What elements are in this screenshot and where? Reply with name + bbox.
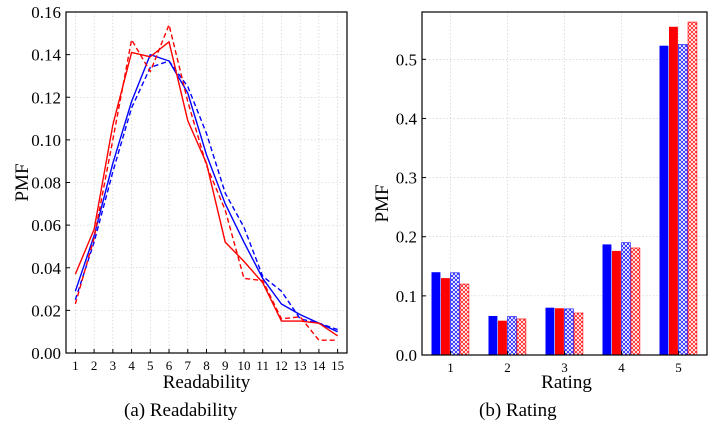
rating-bar-s1-1 <box>431 272 441 355</box>
readability-x-axis-label: Readability <box>163 372 251 393</box>
readability-x-tick-label: 3 <box>110 358 117 373</box>
readability-ticks: 1 2 3 4 5 6 7 8 9 10 11 12 13 14 150.000.020.040.060.0… <box>31 3 344 373</box>
rating-x-axis-label: Rating <box>541 372 592 393</box>
rating-x-tick-label: 3 <box>561 360 568 375</box>
rating-y-axis-label: PMF <box>372 184 393 222</box>
readability-x-tick-label: 6 <box>166 358 173 373</box>
rating-bar-s2-4 <box>612 250 621 355</box>
rating-bar-s1-5 <box>659 45 669 356</box>
readability-x-tick-label: 12 <box>275 358 288 373</box>
readability-y-tick-label: 0.14 <box>31 46 61 65</box>
readability-caption: (a) Readability <box>124 400 238 421</box>
rating-bar-s2-1 <box>441 278 450 355</box>
rating-bar-s3-4 <box>621 242 631 356</box>
rating-bar-s1-3 <box>545 307 555 355</box>
rating-bar-s4-3 <box>573 312 584 356</box>
rating-ticks: 1 2 3 4 5 0.0 0.1 0.2 0.3 0.4 0.5 <box>396 50 682 375</box>
readability-y-tick-label: 0.00 <box>31 344 61 363</box>
readability-y-axis-label: PMF <box>12 163 33 201</box>
rating-x-tick-label: 1 <box>447 360 454 375</box>
rating-bar-s3-3 <box>564 308 574 356</box>
readability-x-tick-label: 15 <box>331 358 344 373</box>
rating-bar-s3-2 <box>507 316 517 356</box>
rating-bar-s4-1 <box>459 283 470 356</box>
rating-y-tick-label: 0.3 <box>396 169 417 188</box>
readability-series-line-3 <box>74 41 339 337</box>
readability-x-tick-label: 14 <box>312 358 326 373</box>
rating-bar-s1-4 <box>602 244 612 355</box>
rating-y-tick-label: 0.2 <box>396 228 417 247</box>
rating-bars <box>431 21 698 356</box>
readability-x-tick-label: 13 <box>294 358 307 373</box>
readability-y-tick-label: 0.04 <box>31 259 61 278</box>
readability-y-tick-label: 0.02 <box>31 301 61 320</box>
readability-x-tick-label: 4 <box>128 358 135 373</box>
rating-bar-s4-4 <box>630 247 641 356</box>
readability-series-line-4 <box>74 24 338 341</box>
readability-x-tick-label: 8 <box>203 358 210 373</box>
rating-bar-s3-1 <box>450 272 460 356</box>
rating-caption: (b) Rating <box>479 400 557 421</box>
readability-x-tick-label: 10 <box>237 358 250 373</box>
readability-y-tick-label: 0.10 <box>31 131 61 150</box>
readability-series-line-2 <box>74 60 338 331</box>
readability-x-tick-label: 9 <box>222 358 229 373</box>
readability-x-tick-label: 7 <box>185 358 192 373</box>
rating-bar-s3-5 <box>678 44 688 356</box>
rating-chart: 1 2 3 4 5 0.0 0.1 0.2 0.3 0.4 0.5 Rating PMF <box>372 11 708 393</box>
readability-x-tick-label: 11 <box>256 358 269 373</box>
readability-y-tick-label: 0.08 <box>31 174 61 193</box>
rating-bar-s4-2 <box>516 318 527 356</box>
readability-y-tick-label: 0.12 <box>31 88 61 107</box>
readability-y-tick-label: 0.16 <box>31 3 61 22</box>
rating-y-tick-label: 0.0 <box>396 346 417 365</box>
rating-bar-s1-2 <box>488 315 498 355</box>
rating-x-tick-label: 4 <box>618 360 625 375</box>
rating-bar-s2-3 <box>555 308 564 355</box>
rating-y-tick-label: 0.4 <box>396 109 418 128</box>
rating-bar-s2-5 <box>669 26 678 355</box>
readability-x-tick-label: 2 <box>91 358 98 373</box>
readability-chart: 1 2 3 4 5 6 7 8 9 10 11 12 13 14 150.000.020.040.060.0… <box>12 3 348 393</box>
rating-x-tick-label: 2 <box>504 360 511 375</box>
rating-y-tick-label: 0.5 <box>396 50 417 69</box>
readability-x-tick-label: 5 <box>147 358 154 373</box>
readability-x-tick-label: 1 <box>72 358 79 373</box>
readability-series <box>74 24 339 341</box>
readability-series-line-1 <box>74 53 338 333</box>
rating-bar-s4-5 <box>687 21 698 356</box>
rating-y-tick-label: 0.1 <box>396 287 417 306</box>
rating-x-tick-label: 5 <box>675 360 682 375</box>
readability-y-tick-label: 0.06 <box>31 216 61 235</box>
rating-bar-s2-2 <box>498 320 507 355</box>
